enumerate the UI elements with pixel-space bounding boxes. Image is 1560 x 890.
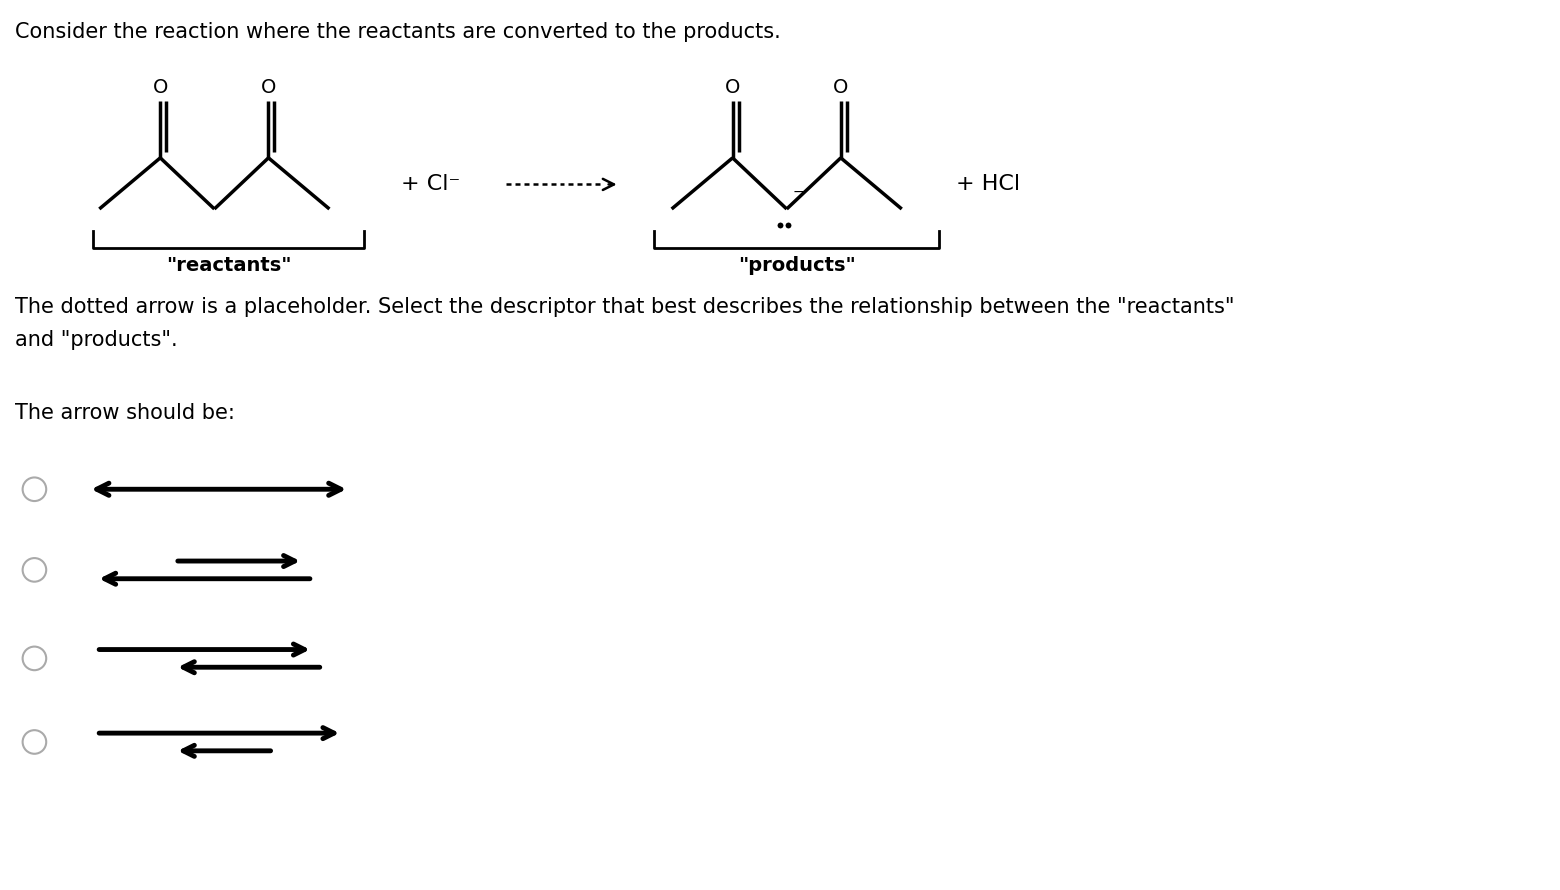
Text: "products": "products" xyxy=(738,256,855,275)
Text: −: − xyxy=(792,185,805,199)
Text: + HCl: + HCl xyxy=(956,174,1020,194)
Text: + Cl⁻: + Cl⁻ xyxy=(401,174,460,194)
Text: The dotted arrow is a placeholder. Select the descriptor that best describes the: The dotted arrow is a placeholder. Selec… xyxy=(14,297,1234,351)
Text: O: O xyxy=(833,78,849,97)
Text: Consider the reaction where the reactants are converted to the products.: Consider the reaction where the reactant… xyxy=(14,22,780,42)
Text: O: O xyxy=(153,78,168,97)
Text: The arrow should be:: The arrow should be: xyxy=(14,402,234,423)
Text: O: O xyxy=(261,78,276,97)
Text: O: O xyxy=(725,78,741,97)
Text: "reactants": "reactants" xyxy=(165,256,292,275)
